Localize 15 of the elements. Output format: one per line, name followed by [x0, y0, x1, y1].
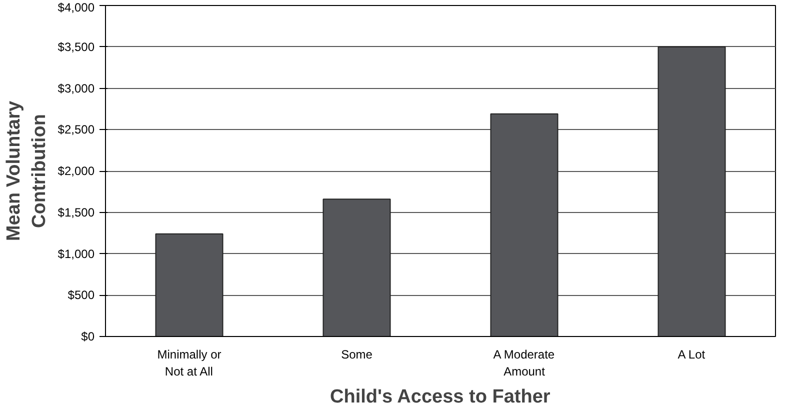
- y-tick-label: $1,000: [58, 246, 95, 261]
- y-tick-label: $3,500: [58, 40, 95, 54]
- y-tick-label: $0: [81, 330, 95, 344]
- y-tick-label: $2,500: [58, 122, 95, 137]
- y-tick-label: $4,000: [58, 0, 95, 14]
- y-tick-label: $1,500: [58, 205, 95, 220]
- x-tick-label: Minimally or Not at All: [157, 348, 222, 378]
- y-tick-label: $2,000: [58, 164, 95, 178]
- y-tick-label: $3,000: [58, 81, 95, 96]
- y-tick-label: $500: [68, 288, 95, 302]
- x-tick-label: Some: [341, 348, 373, 362]
- x-tick-label: A Lot: [678, 348, 706, 362]
- x-axis-title: Child's Access to Father: [330, 386, 551, 408]
- y-axis-title: Mean Voluntary Contribution: [4, 100, 50, 242]
- x-tick-label: A Moderate Amount: [493, 348, 555, 378]
